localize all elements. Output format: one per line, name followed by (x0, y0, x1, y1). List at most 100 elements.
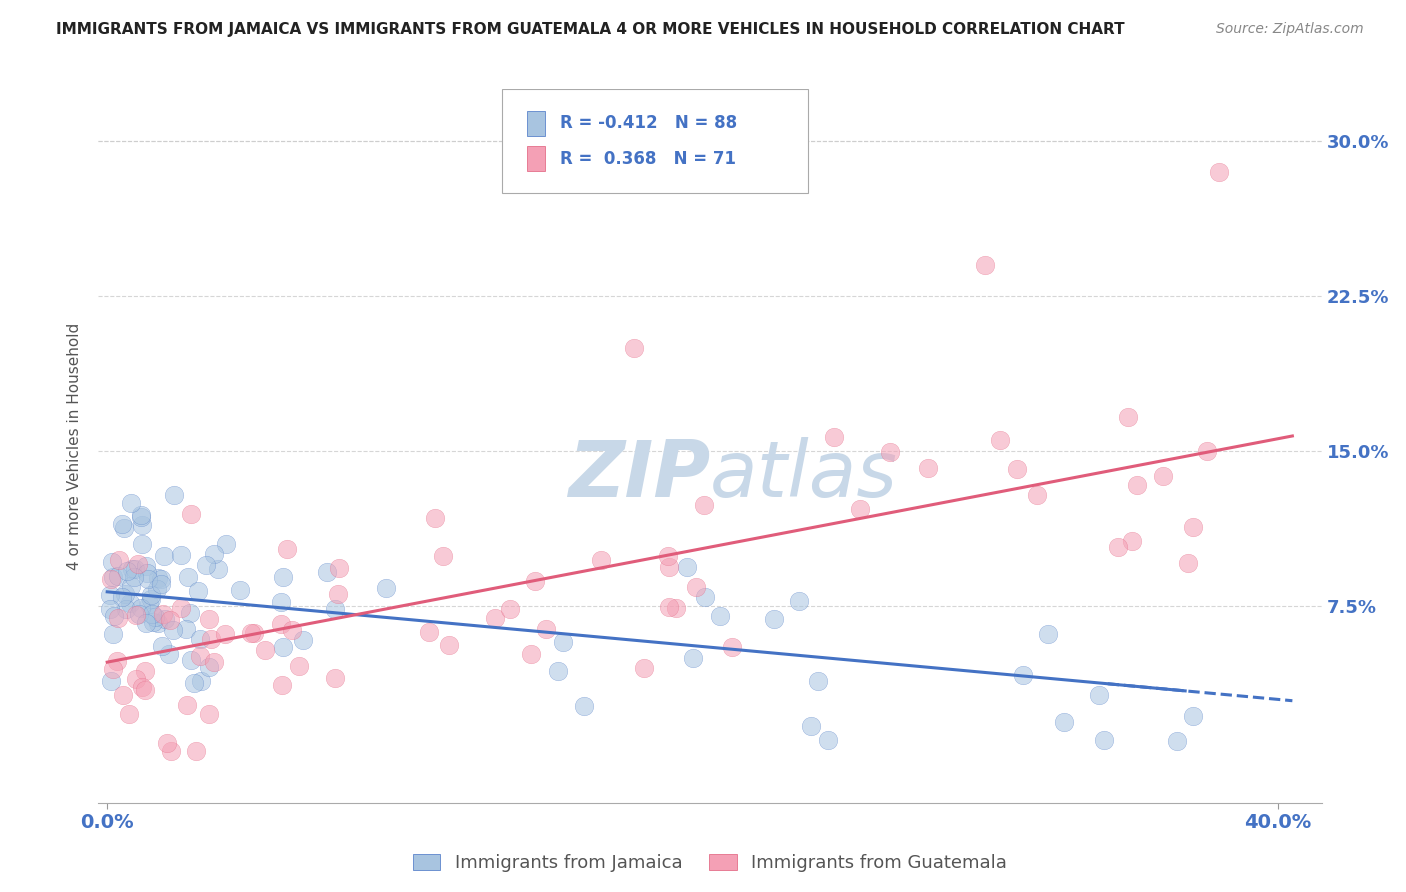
Point (202, 655, 225, 669)
Point (207, 561, 229, 575)
Point (138, 598, 160, 612)
Point (146, 616, 169, 631)
Point (665, 601, 688, 615)
Point (1177, 556, 1199, 570)
Point (721, 640, 744, 654)
Point (128, 607, 150, 622)
Point (1126, 477, 1149, 491)
Point (484, 611, 506, 625)
Point (146, 571, 169, 585)
Point (200, 632, 222, 647)
Point (107, 568, 129, 582)
Point (157, 647, 180, 661)
Point (187, 583, 209, 598)
Point (127, 557, 149, 571)
Point (499, 602, 522, 616)
Point (589, 553, 612, 567)
Point (170, 601, 193, 615)
Point (103, 662, 125, 676)
Point (1166, 734, 1188, 748)
Point (195, 558, 218, 573)
Point (281, 624, 304, 638)
Point (763, 611, 786, 625)
Text: IMMIGRANTS FROM JAMAICA VS IMMIGRANTS FROM GUATEMALA 4 OR MORE VEHICLES IN HOUSE: IMMIGRANTS FROM JAMAICA VS IMMIGRANTS FR… (56, 22, 1125, 37)
Point (103, 609, 125, 624)
Point (105, 654, 128, 668)
Point (271, 677, 294, 691)
Point (134, 682, 156, 697)
Point (101, 570, 124, 584)
Point (676, 560, 699, 574)
Point (188, 632, 211, 646)
Point (1092, 733, 1115, 747)
Point (98, 588, 121, 602)
Point (101, 555, 124, 569)
Point (112, 521, 135, 535)
Text: R = -0.412   N = 88: R = -0.412 N = 88 (560, 114, 737, 132)
Point (432, 549, 454, 564)
Point (685, 580, 707, 594)
Point (253, 643, 276, 657)
Point (243, 626, 266, 640)
Point (315, 566, 337, 580)
Point (1011, 668, 1033, 682)
Point (131, 537, 153, 551)
Point (107, 553, 129, 567)
Point (547, 664, 569, 678)
Point (879, 445, 901, 459)
Point (155, 612, 177, 626)
Point (115, 564, 138, 578)
Point (1181, 708, 1204, 723)
Point (129, 508, 152, 523)
Point (709, 609, 731, 624)
Point (111, 516, 134, 531)
Point (170, 548, 193, 562)
Point (135, 559, 157, 574)
Point (121, 562, 143, 576)
Point (229, 583, 252, 598)
Y-axis label: 4 or more Vehicles in Household: 4 or more Vehicles in Household (67, 322, 83, 570)
Point (141, 588, 163, 602)
FancyBboxPatch shape (502, 89, 808, 193)
Point (197, 706, 219, 721)
Point (292, 633, 315, 648)
Point (180, 653, 202, 667)
Point (141, 592, 163, 607)
Point (657, 549, 679, 563)
Point (524, 574, 547, 588)
Point (1026, 488, 1049, 502)
Point (1152, 468, 1174, 483)
Point (198, 611, 221, 625)
Point (100, 673, 122, 688)
Point (152, 607, 174, 622)
Point (695, 590, 717, 604)
Point (214, 627, 236, 641)
Point (136, 566, 159, 581)
Point (849, 501, 872, 516)
Point (162, 624, 184, 638)
Point (574, 699, 596, 714)
Point (186, 744, 208, 758)
Point (124, 561, 146, 575)
Point (136, 572, 159, 586)
Point (202, 547, 225, 561)
Point (551, 635, 574, 649)
Point (270, 616, 292, 631)
Point (276, 542, 298, 557)
Point (623, 341, 645, 355)
Point (142, 615, 165, 629)
Point (98, 601, 121, 615)
Text: ZIP: ZIP (568, 436, 710, 513)
Point (418, 624, 440, 639)
Point (107, 611, 129, 625)
Point (179, 606, 201, 620)
Point (682, 651, 704, 665)
Point (239, 626, 262, 640)
Point (817, 732, 839, 747)
Point (177, 570, 200, 584)
Point (288, 659, 311, 673)
Point (114, 587, 136, 601)
Point (271, 570, 294, 584)
Point (150, 577, 173, 591)
Point (120, 496, 142, 510)
